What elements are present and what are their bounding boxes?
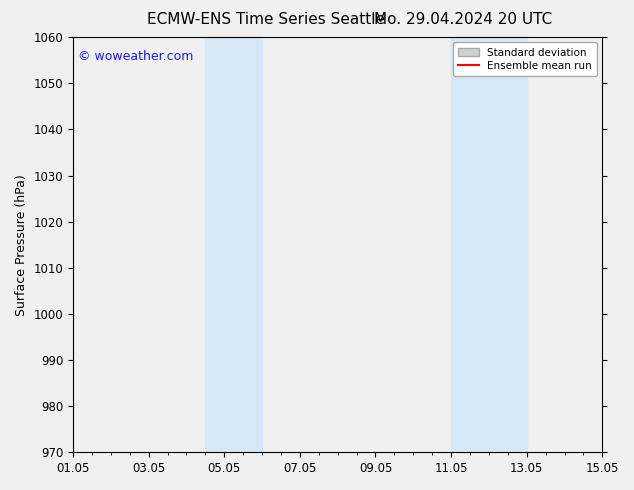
Legend: Standard deviation, Ensemble mean run: Standard deviation, Ensemble mean run — [453, 42, 597, 76]
Y-axis label: Surface Pressure (hPa): Surface Pressure (hPa) — [15, 174, 28, 316]
Text: ECMW-ENS Time Series Seattle: ECMW-ENS Time Series Seattle — [147, 12, 385, 27]
Bar — [451, 37, 527, 452]
Bar — [205, 37, 262, 452]
Text: Mo. 29.04.2024 20 UTC: Mo. 29.04.2024 20 UTC — [373, 12, 552, 27]
Text: © woweather.com: © woweather.com — [79, 49, 194, 63]
